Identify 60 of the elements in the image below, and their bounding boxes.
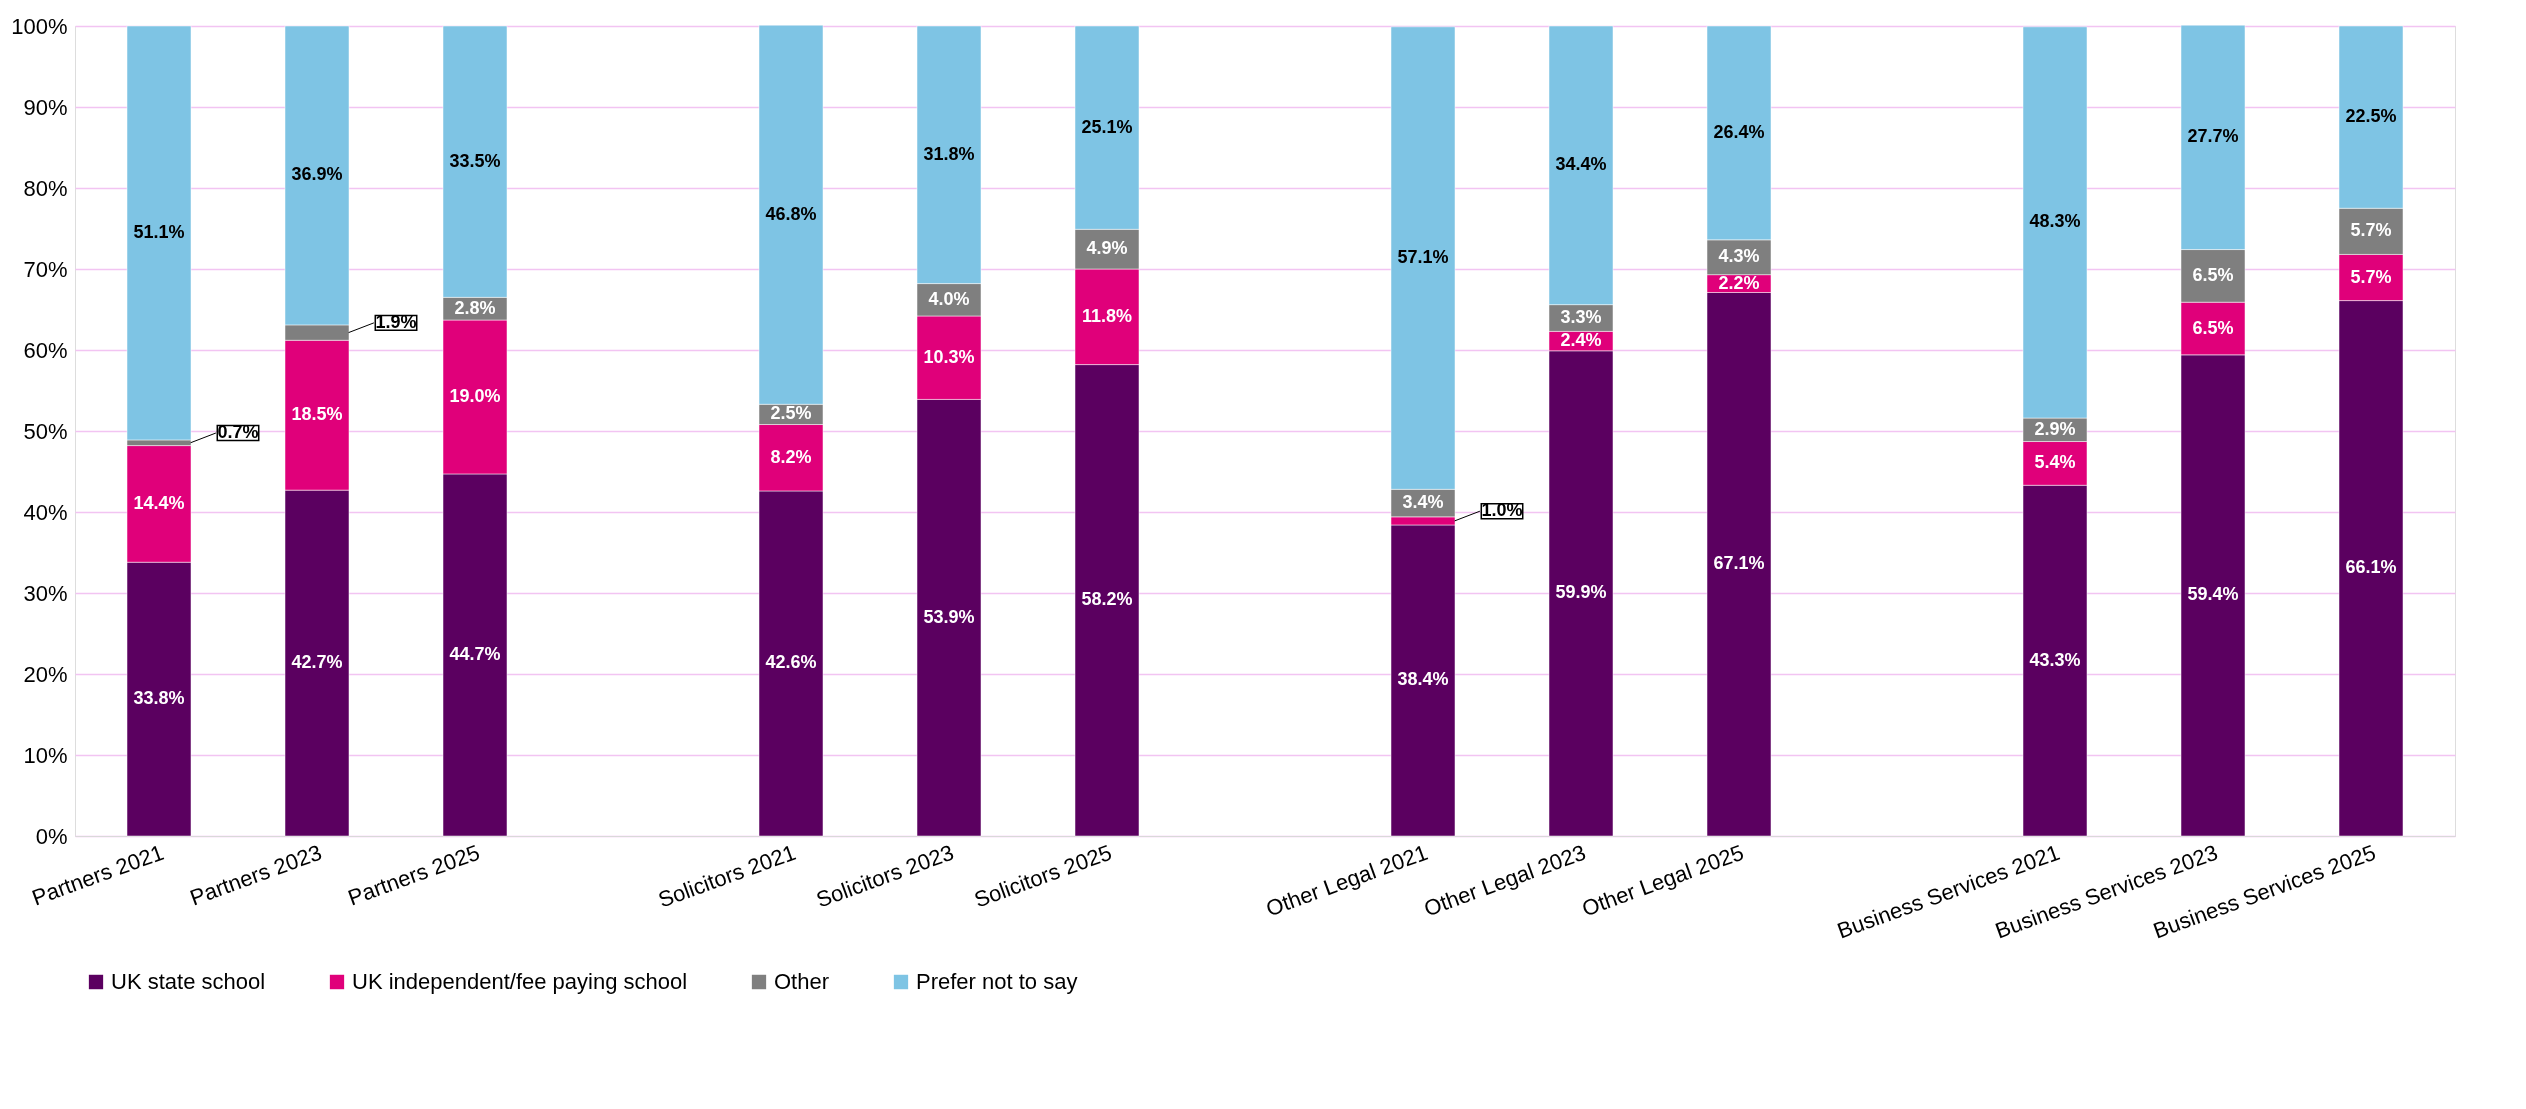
y-tick-label: 70% [23,256,68,282]
data-label: 67.1% [1713,553,1765,574]
data-label: 31.8% [923,143,975,164]
data-label: 46.8% [765,203,817,224]
data-label: 58.2% [1081,589,1133,610]
y-tick-label: 10% [23,742,68,768]
data-label: 2.4% [1560,330,1602,351]
legend-label: Other [774,969,830,994]
y-tick-label: 0% [35,823,68,849]
y-tick-label: 40% [23,499,68,525]
data-label: 19.0% [449,385,501,406]
data-label: 5.7% [2350,220,2392,241]
data-label: 4.0% [928,288,970,309]
data-label: 26.4% [1713,121,1765,142]
data-label: 36.9% [291,164,343,185]
data-label: 6.5% [2192,264,2234,285]
data-label: 51.1% [133,221,185,242]
data-label: 18.5% [291,404,343,425]
data-label: 25.1% [1081,116,1133,137]
data-label: 53.9% [923,606,975,627]
data-label: 42.6% [765,652,817,673]
data-label: 59.9% [1555,582,1607,603]
data-label: 48.3% [2029,211,2081,232]
legend-label: UK state school [111,969,266,994]
y-tick-label: 30% [23,580,68,606]
data-label: 4.9% [1086,238,1128,259]
data-label: 4.3% [1718,246,1760,267]
data-label: 6.5% [2192,317,2234,338]
data-label: 5.7% [2350,266,2392,287]
data-label: 34.4% [1555,154,1607,175]
y-tick-label: 80% [23,175,68,201]
data-label: 22.5% [2345,106,2397,127]
data-label: 5.4% [2034,452,2076,473]
data-label: 2.8% [454,297,496,318]
data-label: 11.8% [1081,305,1133,326]
y-tick-label: 60% [23,337,68,363]
data-label: 33.8% [133,688,185,709]
data-label: 44.7% [449,643,501,664]
data-label: 42.7% [291,652,343,673]
data-label: 43.3% [2029,649,2081,670]
data-label: 2.5% [770,403,812,424]
data-label: 2.9% [2034,418,2076,439]
data-label: 66.1% [2345,557,2397,578]
data-label: 38.4% [1397,669,1449,690]
data-label: 3.4% [1402,492,1444,513]
y-tick-label: 100% [11,13,68,39]
y-tick-label: 20% [23,661,68,687]
data-label: 57.1% [1397,247,1449,268]
data-label: 3.3% [1560,307,1602,328]
y-tick-label: 90% [23,94,68,120]
y-tick-label: 50% [23,418,68,444]
data-label: 27.7% [2187,126,2239,147]
data-label: 33.5% [449,150,501,171]
data-label: 2.2% [1718,272,1760,293]
data-label: 14.4% [133,492,185,513]
data-label: 8.2% [770,446,812,467]
legend-label: Prefer not to say [916,969,1078,994]
data-label: 10.3% [923,346,975,367]
legend-label: UK independent/fee paying school [352,969,688,994]
data-label: 59.4% [2187,584,2239,605]
